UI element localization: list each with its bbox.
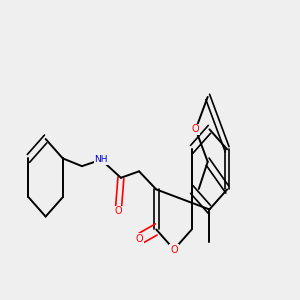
Text: O: O xyxy=(192,124,200,134)
Text: O: O xyxy=(170,244,178,254)
Text: O: O xyxy=(115,206,122,216)
Text: NH: NH xyxy=(94,155,108,164)
Text: O: O xyxy=(136,234,144,244)
